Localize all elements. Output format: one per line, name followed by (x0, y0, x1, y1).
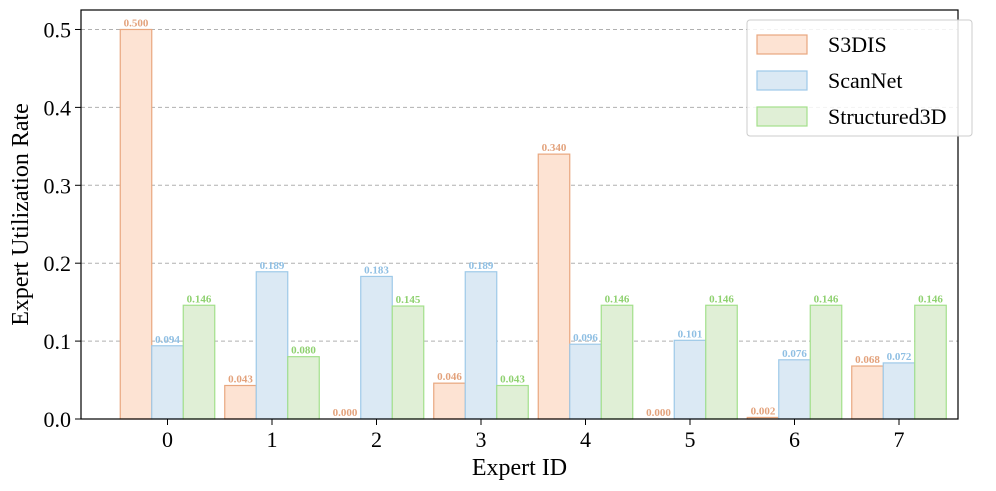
bar-scannet-0 (151, 345, 184, 420)
bar-structured3d-1 (287, 356, 320, 420)
x-tick-label: 0 (162, 427, 173, 452)
x-tick-label: 2 (371, 427, 382, 452)
bar-scannet-1 (255, 271, 289, 420)
data-label: 0.146 (605, 293, 630, 305)
bar-series (119, 28, 947, 420)
x-axis: 0 1 2 3 4 5 6 7 (162, 419, 905, 452)
bar-scannet-2 (360, 275, 393, 420)
bar-s3dis-1 (224, 384, 257, 420)
data-label: 0.043 (228, 374, 253, 386)
y-axis: 0.0 0.1 0.2 0.3 0.4 0.5 (44, 17, 81, 432)
y-tick-label: 0.4 (44, 95, 72, 120)
data-label: 0.000 (333, 407, 358, 419)
data-label: 0.146 (814, 293, 839, 305)
bar-structured3d-4 (600, 304, 634, 420)
bar-scannet-5 (673, 339, 707, 420)
data-labels: 0.500 0.043 0.000 0.046 0.340 0.000 0.002 0.068… (124, 17, 944, 419)
y-axis-title: Expert Utilization Rate (8, 103, 34, 326)
legend: S3DIS ScanNet Structured3D (746, 19, 973, 137)
x-tick-label: 7 (894, 427, 905, 452)
bar-s3dis-0 (119, 28, 153, 420)
bar-structured3d-7 (914, 304, 947, 420)
x-axis-title: Expert ID (472, 455, 567, 481)
legend-swatch-scannet (756, 70, 808, 91)
data-label: 0.043 (500, 374, 525, 386)
plot-frame (80, 9, 959, 420)
y-tick-label: 0.3 (44, 173, 72, 198)
data-label: 0.046 (437, 371, 462, 383)
bar-s3dis-7 (851, 365, 884, 420)
x-tick-label: 5 (685, 427, 696, 452)
data-label: 0.146 (709, 293, 734, 305)
data-label: 0.094 (155, 334, 180, 346)
data-label: 0.076 (782, 348, 807, 360)
legend-label-scannet: ScanNet (828, 68, 903, 93)
data-label: 0.145 (396, 294, 421, 306)
y-tick-label: 0.2 (44, 251, 72, 276)
bar-structured3d-0 (182, 304, 216, 420)
bar-s3dis-4 (537, 153, 571, 420)
y-tick-label: 0.0 (44, 407, 72, 432)
bar-scannet-3 (464, 271, 498, 420)
bar-scannet-4 (569, 343, 602, 420)
data-label: 0.072 (887, 351, 912, 363)
bar-scannet-6 (778, 359, 811, 420)
bar-scannet-7 (882, 362, 916, 420)
data-label: 0.183 (364, 264, 389, 276)
y-tick-label: 0.1 (44, 329, 72, 354)
data-label: 0.189 (260, 260, 285, 272)
y-tick-label: 0.5 (44, 17, 72, 42)
legend-label-s3dis: S3DIS (828, 32, 887, 57)
legend-label-structured3d: Structured3D (828, 104, 947, 129)
data-label: 0.189 (469, 260, 494, 272)
x-tick-label: 3 (476, 427, 487, 452)
x-tick-label: 1 (267, 427, 278, 452)
legend-swatch-structured3d (756, 106, 808, 127)
legend-swatch-s3dis (756, 34, 808, 55)
data-label: 0.002 (751, 405, 776, 417)
data-label: 0.068 (855, 354, 880, 366)
bar-structured3d-5 (705, 304, 738, 420)
data-label: 0.146 (918, 293, 943, 305)
data-label: 0.146 (187, 293, 212, 305)
data-label: 0.101 (678, 328, 703, 340)
bar-structured3d-6 (809, 304, 843, 420)
data-label: 0.000 (646, 407, 671, 419)
x-tick-label: 6 (789, 427, 800, 452)
data-label: 0.500 (124, 17, 149, 29)
x-tick-label: 4 (580, 427, 591, 452)
bar-s3dis-3 (433, 382, 466, 420)
data-label: 0.096 (573, 332, 598, 344)
data-label: 0.340 (542, 142, 567, 154)
data-label: 0.080 (291, 345, 316, 357)
bar-structured3d-2 (391, 305, 425, 420)
bar-structured3d-3 (496, 384, 529, 420)
